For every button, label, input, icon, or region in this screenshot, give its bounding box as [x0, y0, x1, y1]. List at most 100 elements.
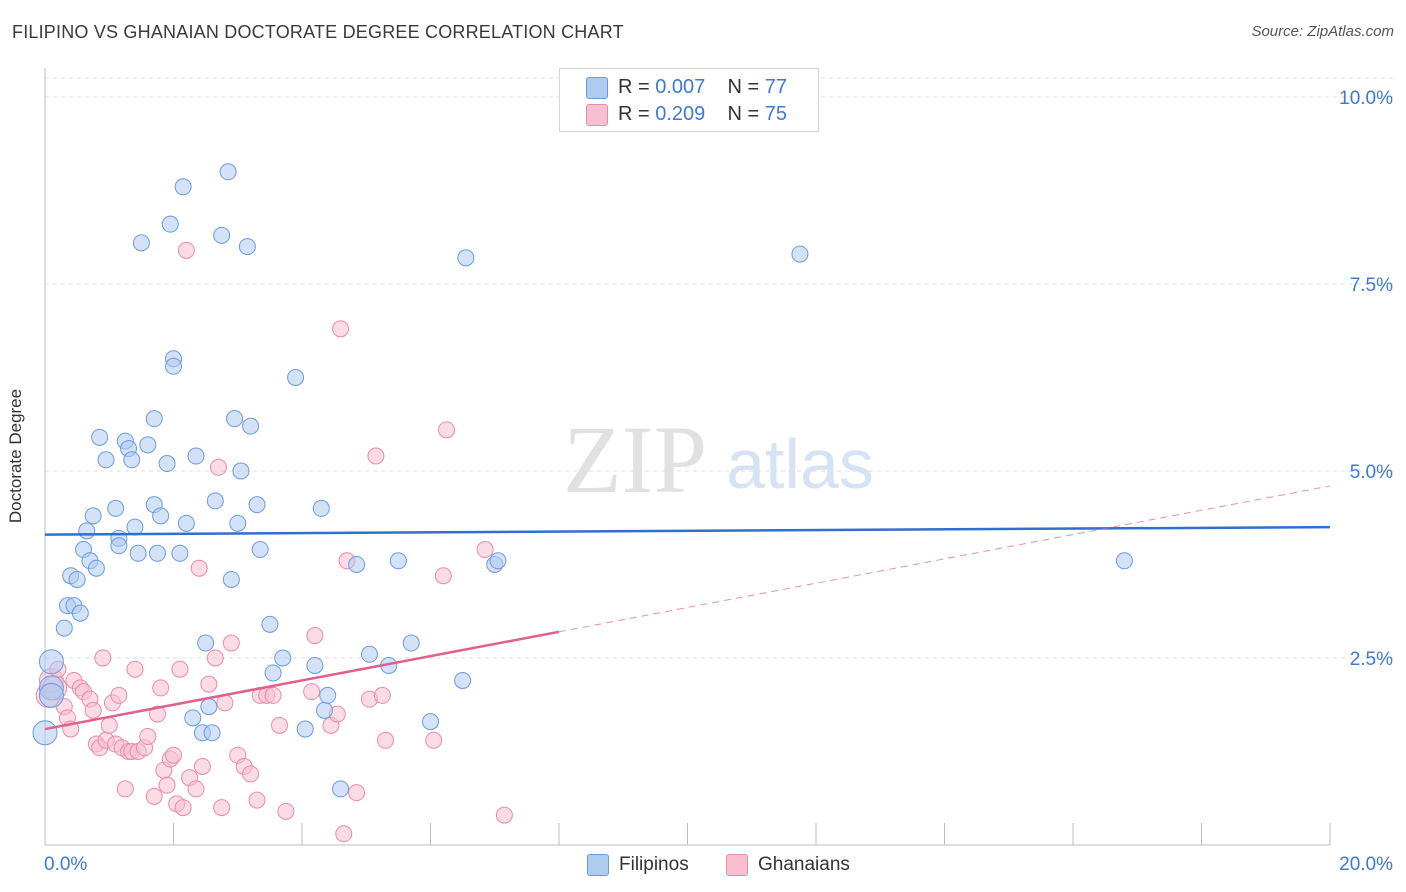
y-tick-label: 5.0% — [1350, 462, 1393, 483]
ghanaians-point — [277, 802, 295, 820]
filipinos-point — [203, 724, 221, 742]
ghanaians-point — [174, 799, 192, 817]
filipinos-point — [306, 656, 324, 674]
source-label: Source: ZipAtlas.com — [1251, 23, 1394, 40]
filipinos-point — [274, 649, 292, 667]
y-tick-label: 10.0% — [1339, 88, 1393, 109]
ghanaians-point — [190, 559, 208, 577]
ghanaians-point — [158, 776, 176, 794]
filipinos-point — [161, 215, 179, 233]
filipinos-point — [242, 417, 260, 435]
n-value: 75 — [764, 102, 788, 125]
ghanaians-point — [110, 686, 128, 704]
filipinos-point — [248, 496, 266, 514]
filipinos-point — [454, 671, 472, 689]
filipinos-point — [389, 552, 407, 570]
ghanaians-point — [495, 806, 513, 824]
filipinos-point — [97, 451, 115, 469]
filipinos-point — [791, 245, 809, 263]
filipinos-point — [139, 436, 157, 454]
ghanaians-point — [148, 705, 166, 723]
axes — [44, 68, 1331, 846]
filipinos-point — [184, 709, 202, 727]
legend-item-ghanaians[interactable]: Ghanaians — [726, 852, 850, 878]
filipinos-point — [187, 447, 205, 465]
filipinos-trend-line — [44, 525, 1331, 536]
x-tick-label: 20.0% — [1339, 854, 1393, 875]
ghanaians-point — [306, 627, 324, 645]
filipinos-point — [251, 541, 269, 559]
ghanaians-point — [165, 746, 182, 764]
filipinos-point — [312, 499, 330, 517]
ghanaians-point — [213, 799, 231, 817]
filipinos-point — [87, 559, 105, 577]
ghanaians-point — [171, 660, 189, 678]
ghanaians-swatch — [726, 854, 748, 876]
filipinos-point — [110, 537, 128, 555]
filipinos-point — [1115, 552, 1133, 570]
n-value: 77 — [764, 75, 788, 98]
ghanaians-point — [209, 458, 227, 476]
filipinos-point — [123, 451, 141, 469]
ghanaians-points — [35, 241, 513, 843]
x-tick-label: 0.0% — [44, 854, 87, 875]
filipinos-point — [152, 507, 170, 525]
ghanaians-point — [177, 241, 195, 259]
ghanaians-point — [303, 683, 321, 701]
filipinos-point — [91, 428, 109, 446]
filipinos-point — [232, 462, 250, 480]
filipinos-point — [129, 544, 147, 562]
ghanaians-point — [377, 731, 395, 749]
filipinos-point — [55, 619, 73, 637]
filipinos-point — [200, 698, 218, 716]
ghanaians-point — [434, 567, 452, 585]
series-legend: Filipinos Ghanaians — [0, 852, 1406, 878]
ghanaians-point — [425, 731, 443, 749]
ghanaians-point — [248, 791, 266, 809]
ghanaians-point — [438, 421, 456, 439]
filipinos-point — [402, 634, 420, 652]
filipinos-point — [226, 410, 244, 428]
tick-labels: 2.5% 5.0% 7.5% 10.0% 0.0% 20.0% — [44, 88, 1393, 875]
filipinos-point — [332, 780, 350, 798]
filipinos-point — [360, 645, 378, 663]
ghanaians-point — [373, 686, 391, 704]
y-axis-label: Doctorate Degree — [6, 388, 25, 524]
ghanaians-point — [335, 825, 353, 843]
filipinos-point — [238, 238, 256, 256]
legend-label-filipinos: Filipinos — [619, 854, 689, 875]
ghanaians-swatch — [586, 104, 608, 126]
ghanaians-point — [332, 320, 350, 338]
trend-lines — [44, 485, 1331, 731]
filipinos-point — [158, 455, 176, 473]
filipinos-point — [171, 544, 189, 562]
filipinos-point — [296, 720, 314, 738]
filipinos-point — [348, 556, 366, 573]
legend-item-filipinos[interactable]: Filipinos — [587, 852, 689, 878]
filipinos-point — [32, 720, 58, 746]
ghanaians-trend-line — [44, 630, 560, 731]
ghanaians-point — [94, 649, 112, 667]
filipinos-point — [287, 369, 305, 386]
filipinos-point — [174, 178, 192, 196]
legend-label-ghanaians: Ghanaians — [758, 854, 850, 875]
filipinos-swatch — [587, 854, 609, 876]
correlation-legend: R = 0.007 N = 77 R = 0.209 N = 75 — [559, 68, 819, 132]
filipinos-point — [315, 701, 333, 719]
r-value: 0.007 — [655, 75, 706, 98]
ghanaians-point — [152, 679, 170, 697]
ghanaians-point — [348, 784, 366, 802]
ghanaians-point — [84, 701, 102, 719]
filipinos-point — [422, 713, 439, 731]
filipinos-point — [213, 226, 231, 244]
y-tick-label: 2.5% — [1350, 649, 1393, 670]
ghanaians-point — [193, 757, 211, 775]
filipinos-point — [38, 682, 64, 708]
filipinos-point — [84, 507, 102, 525]
filipinos-point — [219, 163, 237, 181]
watermark-atlas: atlas — [726, 425, 874, 503]
filipinos-point — [197, 634, 215, 652]
filipinos-point — [132, 234, 150, 252]
filipinos-point — [126, 518, 144, 536]
